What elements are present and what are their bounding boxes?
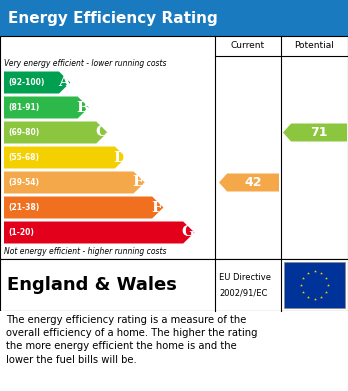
Text: EU Directive: EU Directive <box>219 273 271 282</box>
Bar <box>0 36 348 259</box>
Text: Potential: Potential <box>294 41 334 50</box>
Text: F: F <box>152 201 163 215</box>
Text: Energy Efficiency Rating: Energy Efficiency Rating <box>8 11 218 25</box>
Polygon shape <box>4 172 145 194</box>
Text: Very energy efficient - lower running costs: Very energy efficient - lower running co… <box>4 59 166 68</box>
Text: (69-80): (69-80) <box>8 128 39 137</box>
Bar <box>0 259 348 311</box>
Bar <box>0 0 348 36</box>
Polygon shape <box>4 197 164 219</box>
Text: (21-38): (21-38) <box>8 203 39 212</box>
Polygon shape <box>4 72 70 93</box>
Text: (92-100): (92-100) <box>8 78 45 87</box>
Text: Current: Current <box>231 41 265 50</box>
Text: (55-68): (55-68) <box>8 153 39 162</box>
Text: England & Wales: England & Wales <box>7 276 177 294</box>
Polygon shape <box>4 221 195 244</box>
Text: 2002/91/EC: 2002/91/EC <box>219 288 267 297</box>
Text: G: G <box>182 226 195 240</box>
Polygon shape <box>283 124 347 142</box>
Text: B: B <box>76 100 89 115</box>
Bar <box>0 311 348 391</box>
Polygon shape <box>219 174 279 192</box>
Text: D: D <box>113 151 127 165</box>
Polygon shape <box>4 97 89 118</box>
Text: (39-54): (39-54) <box>8 178 39 187</box>
Text: Not energy efficient - higher running costs: Not energy efficient - higher running co… <box>4 248 166 256</box>
Text: C: C <box>95 126 108 140</box>
Polygon shape <box>4 122 108 143</box>
Text: A: A <box>58 75 70 90</box>
Bar <box>284 262 345 308</box>
Text: The energy efficiency rating is a measure of the
overall efficiency of a home. T: The energy efficiency rating is a measur… <box>6 315 258 364</box>
Text: 42: 42 <box>244 176 262 189</box>
Text: 71: 71 <box>310 126 328 139</box>
Text: (81-91): (81-91) <box>8 103 39 112</box>
Text: (1-20): (1-20) <box>8 228 34 237</box>
Polygon shape <box>4 147 126 169</box>
Text: E: E <box>133 176 144 190</box>
